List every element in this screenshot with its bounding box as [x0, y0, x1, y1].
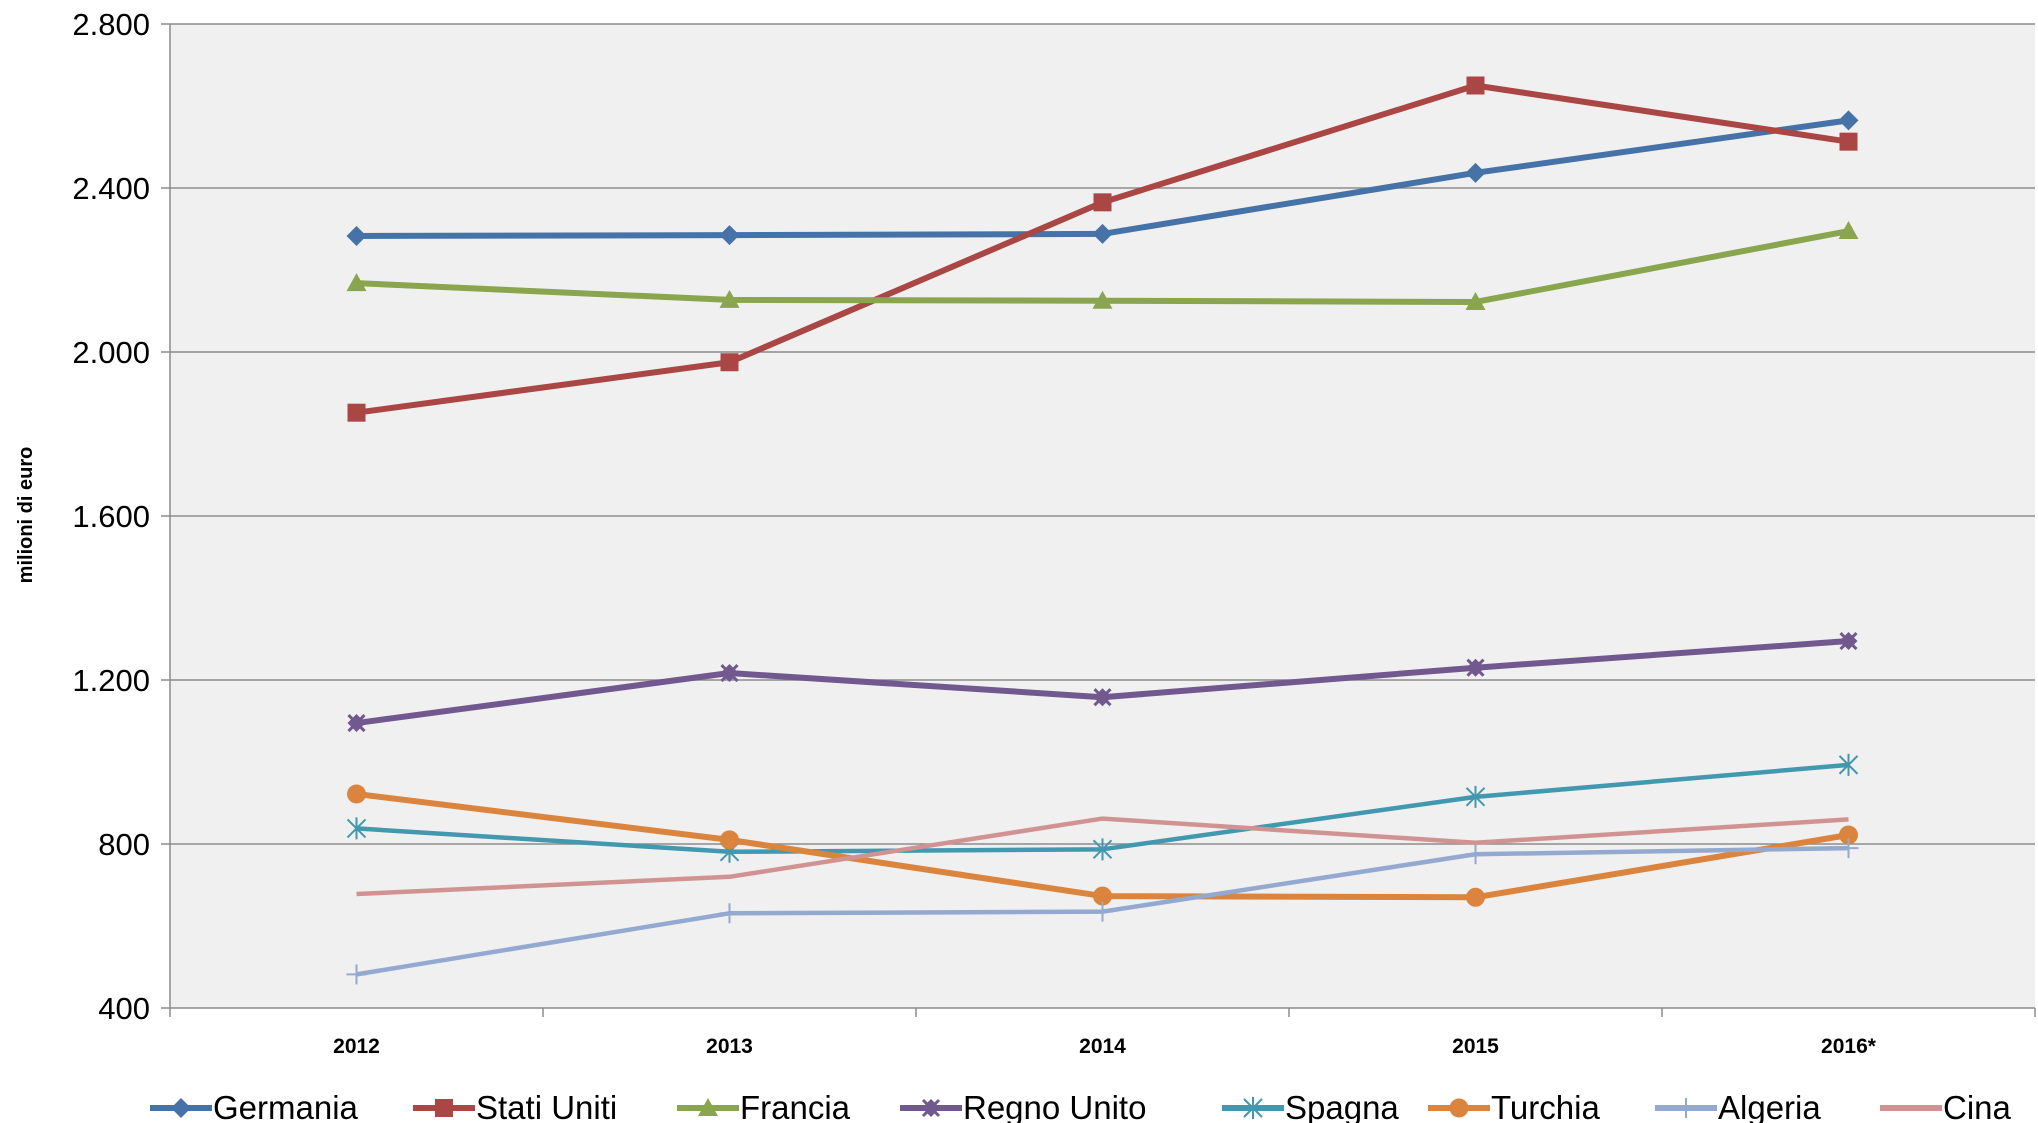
data-point-algeria	[346, 964, 367, 985]
legend-item-cina: Cina	[1880, 1089, 2012, 1123]
data-point-francia	[1465, 291, 1486, 310]
data-point-germania	[1092, 223, 1113, 244]
legend-marker	[435, 1099, 453, 1117]
series-germania	[346, 110, 1859, 246]
data-point-turchia	[347, 784, 366, 804]
data-point-stati-uniti	[720, 353, 739, 372]
legend-item-stati-uniti: Stati Uniti	[413, 1089, 617, 1123]
gridlines	[170, 23, 2035, 845]
legend-marker	[1243, 1097, 1263, 1119]
data-point-francia	[1838, 221, 1859, 240]
data-point-stati-uniti	[347, 403, 366, 422]
data-point-turchia	[720, 830, 739, 850]
axes	[161, 23, 2036, 1017]
data-point-regno-unito	[1093, 688, 1112, 707]
data-point-francia	[346, 273, 367, 292]
series-turchia	[347, 784, 1858, 907]
legend-label: Turchia	[1491, 1089, 1600, 1123]
legend-item-algeria: Algeria	[1655, 1089, 1821, 1123]
legend-item-turchia: Turchia	[1428, 1089, 1600, 1123]
data-point-spagna	[1092, 838, 1113, 861]
x-tick-label: 2014	[1079, 1035, 1126, 1058]
series-line-cina	[356, 816, 1849, 897]
y-tick-label: 400	[98, 991, 150, 1026]
data-point-turchia	[1839, 825, 1858, 845]
series-francia	[346, 221, 1859, 310]
data-point-algeria	[1465, 844, 1486, 865]
data-point-turchia	[1466, 887, 1485, 907]
legend-marker	[698, 1098, 718, 1116]
data-point-spagna	[1838, 753, 1859, 776]
legend: Germania Stati Uniti Francia Regno Unito Spa…	[150, 1089, 2012, 1123]
legend-marker	[1676, 1098, 1696, 1118]
data-point-algeria	[1838, 838, 1859, 859]
legend-item-regno-unito: Regno Unito	[900, 1089, 1146, 1123]
legend-label: Francia	[740, 1089, 851, 1123]
legend-marker	[921, 1098, 941, 1118]
series-regno-unito	[347, 631, 1858, 733]
data-point-stati-uniti	[1093, 193, 1112, 212]
y-axis-title: milioni di euro	[15, 447, 37, 584]
data-point-stati-uniti	[1839, 132, 1858, 151]
data-point-algeria	[719, 903, 740, 924]
data-point-regno-unito	[1466, 658, 1485, 677]
data-point-regno-unito	[1839, 631, 1858, 651]
series-layer	[346, 76, 1859, 985]
data-point-regno-unito	[347, 713, 366, 733]
legend-label: Algeria	[1718, 1089, 1821, 1123]
data-point-stati-uniti	[1466, 76, 1485, 95]
y-tick-label: 2.400	[72, 171, 150, 206]
data-point-germania	[1465, 162, 1486, 183]
data-point-germania	[719, 225, 740, 246]
x-tick-labels: 2012 2013 2014 2015 2016*	[333, 1035, 1877, 1058]
legend-label: Spagna	[1285, 1089, 1399, 1123]
series-algeria	[346, 838, 1859, 985]
legend-label: Regno Unito	[963, 1089, 1146, 1123]
x-tick-label: 2016*	[1821, 1035, 1877, 1058]
legend-label: Stati Uniti	[476, 1089, 617, 1123]
legend-label: Germania	[213, 1089, 359, 1123]
legend-label: Cina	[1943, 1089, 2012, 1123]
legend-item-germania: Germania	[150, 1089, 359, 1123]
data-point-regno-unito	[720, 663, 739, 683]
x-tick-label: 2015	[1452, 1035, 1499, 1058]
y-tick-label: 2.800	[72, 7, 150, 42]
legend-marker	[171, 1098, 191, 1118]
data-point-germania	[1838, 110, 1859, 131]
data-point-spagna	[346, 817, 367, 840]
x-tick-label: 2012	[333, 1035, 380, 1058]
series-cina	[356, 816, 1849, 897]
legend-item-spagna: Spagna	[1222, 1089, 1399, 1123]
data-point-spagna	[1465, 785, 1486, 808]
data-point-algeria	[1092, 901, 1113, 922]
x-tick-label: 2013	[706, 1035, 753, 1058]
data-point-turchia	[1093, 886, 1112, 906]
series-stati-uniti	[347, 76, 1858, 422]
y-tick-label: 2.000	[72, 335, 150, 370]
y-tick-labels: 400 800 1.200 1.600 2.000 2.400 2.800	[72, 7, 150, 1026]
y-tick-label: 1.200	[72, 663, 150, 698]
y-tick-label: 1.600	[72, 499, 150, 534]
legend-marker	[1449, 1098, 1469, 1118]
y-tick-label: 800	[98, 827, 150, 862]
data-point-francia	[719, 289, 740, 308]
legend-item-francia: Francia	[677, 1089, 851, 1123]
data-point-germania	[346, 225, 367, 246]
data-point-francia	[1092, 290, 1113, 309]
